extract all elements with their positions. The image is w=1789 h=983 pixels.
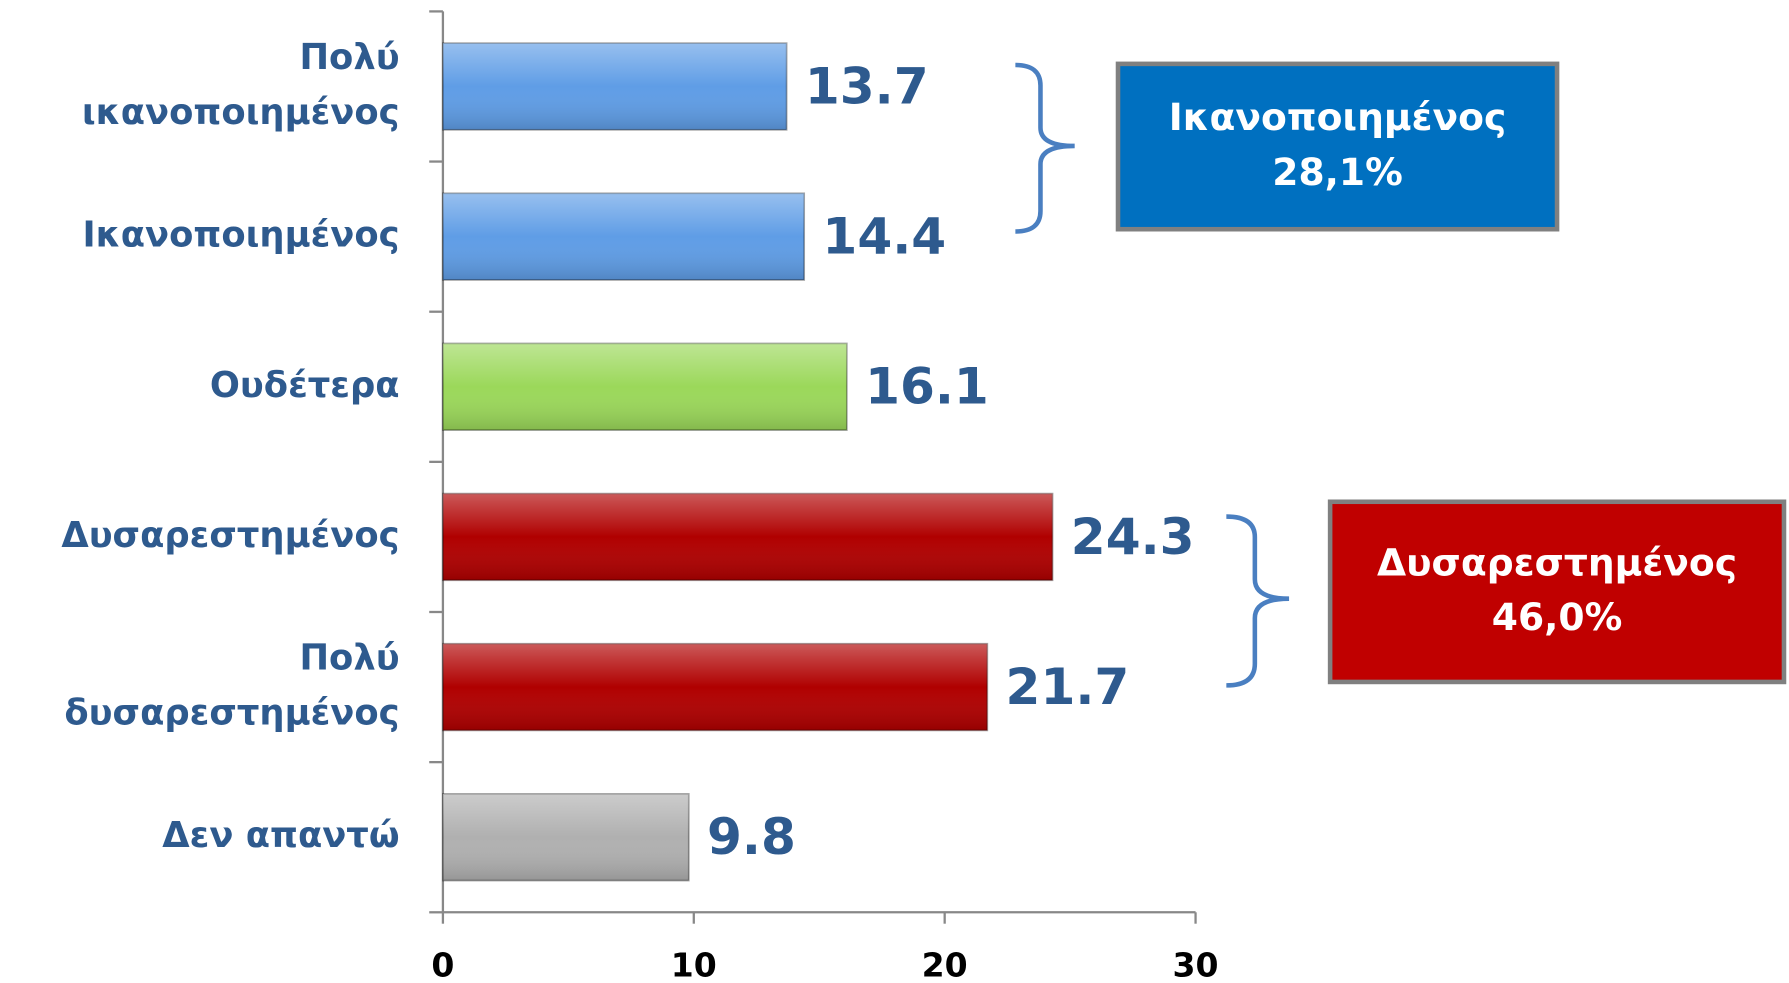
category-label: Ικανοποιημένος	[83, 215, 400, 256]
bar-shade	[442, 343, 847, 431]
bracket	[1226, 514, 1290, 688]
value-label: 16.1	[865, 357, 989, 416]
bracket	[1015, 62, 1075, 234]
value-label: 9.8	[707, 807, 796, 866]
x-tick-label: 30	[1173, 946, 1219, 983]
value-label: 21.7	[1006, 657, 1130, 716]
category-label: Δυσαρεστημένος	[61, 515, 399, 556]
annotation-text: Ικανοποιημένος 28,1%	[1169, 95, 1507, 194]
category-label: Ουδέτερα	[210, 365, 400, 406]
bar-shade	[442, 43, 787, 130]
value-label: 14.4	[822, 207, 946, 266]
annotation-box	[1115, 61, 1560, 232]
bar-shade	[442, 643, 988, 731]
value-label: 24.3	[1071, 507, 1195, 566]
annotation-text: Δυσαρεστημένος 46,0%	[1377, 540, 1737, 639]
annotation-box	[1327, 499, 1787, 685]
bar-shade	[442, 193, 805, 280]
bar-shade	[442, 493, 1053, 581]
category-label: Πολύ ικανοποιημένος	[82, 37, 400, 133]
category-label: Δεν απαντώ	[162, 815, 399, 856]
x-tick-label: 10	[671, 946, 717, 983]
x-tick-label: 20	[922, 946, 968, 983]
category-label: Πολύ δυσαρεστημένος	[64, 638, 399, 734]
value-label: 13.7	[805, 56, 929, 115]
x-tick-label: 0	[431, 946, 454, 983]
bar-shade	[442, 793, 689, 881]
